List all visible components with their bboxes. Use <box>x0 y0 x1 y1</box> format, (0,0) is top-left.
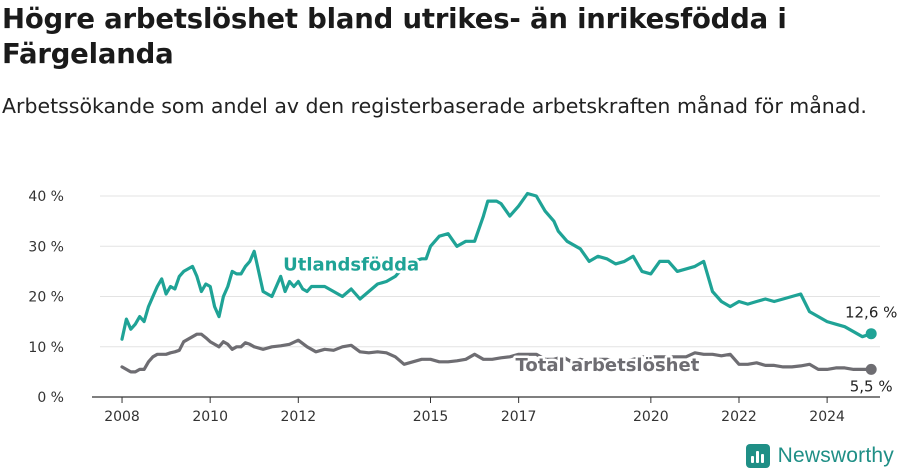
y-axis-ticks: 0 % 10 % 20 % 30 % 40 % <box>28 189 64 406</box>
y-tick-label: 20 % <box>28 290 64 306</box>
series-name-label: Utlandsfödda <box>283 254 419 275</box>
y-tick-label: 10 % <box>28 340 64 356</box>
chart-title: Högre arbetslöshet bland utrikes- än inr… <box>2 3 787 70</box>
bar-chart-icon <box>745 444 770 468</box>
series-name-label: Total arbetslöshet <box>516 355 700 376</box>
series-lines <box>120 191 877 375</box>
x-tick-label: 2024 <box>809 409 845 425</box>
end-value-label: 12,6 % <box>845 304 897 322</box>
newsworthy-logo[interactable]: Newsworthy <box>745 444 894 468</box>
x-tick-label: 2022 <box>721 409 757 425</box>
gridlines <box>100 195 880 348</box>
end-value-label: 5,5 % <box>850 377 893 395</box>
series-end-point <box>865 363 877 375</box>
series-line <box>120 191 873 341</box>
series-line <box>120 332 873 374</box>
y-tick-label: 40 % <box>28 189 64 205</box>
chart-subtitle: Arbetssökande som andel av den registerb… <box>2 94 867 118</box>
x-tick-label: 2020 <box>633 409 669 425</box>
x-tick-label: 2008 <box>104 409 140 425</box>
x-tick-label: 2017 <box>501 409 537 425</box>
brand-name: Newsworthy <box>777 444 894 467</box>
x-tick-label: 2010 <box>192 409 228 425</box>
y-tick-label: 0 % <box>37 390 64 406</box>
x-tick-label: 2012 <box>280 409 316 425</box>
y-tick-label: 30 % <box>28 239 64 255</box>
series-end-point <box>865 328 877 340</box>
series-labels: 12,6 % 5,5 % Utlandsfödda Total arbetslöshe… <box>281 252 900 397</box>
x-axis: 2008 2010 2012 2015 2017 2020 2022 2024 <box>92 396 880 425</box>
x-tick-label: 2015 <box>413 409 449 425</box>
